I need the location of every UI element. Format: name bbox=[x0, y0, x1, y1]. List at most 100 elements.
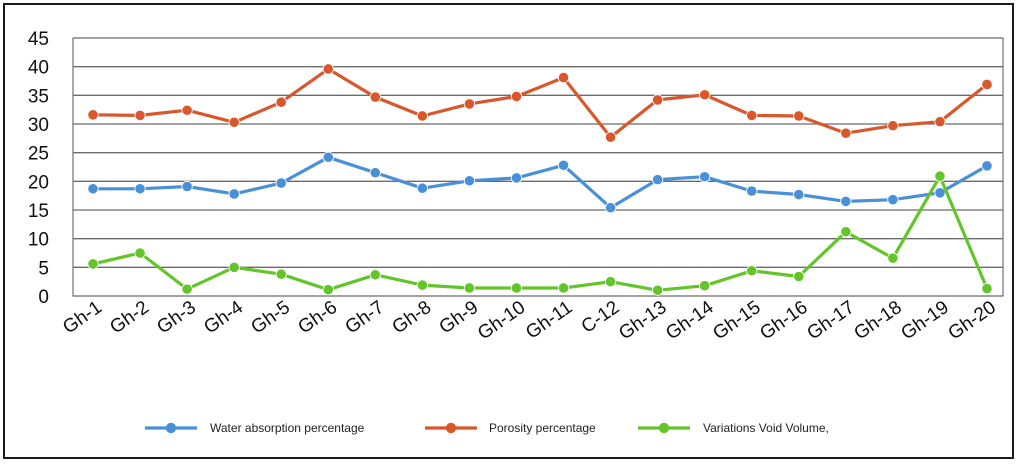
series-line bbox=[93, 155, 988, 210]
legend-swatch-marker bbox=[165, 422, 177, 434]
data-point bbox=[699, 89, 711, 101]
x-tick-label: Gh-18 bbox=[850, 297, 905, 344]
x-tick-label: Gh-19 bbox=[898, 297, 953, 344]
x-tick-label: Gh-15 bbox=[709, 297, 764, 344]
data-point bbox=[181, 180, 193, 193]
data-point bbox=[416, 182, 428, 194]
gridlines bbox=[73, 37, 1003, 297]
legend-label: Water absorption percentage bbox=[210, 421, 365, 435]
data-point bbox=[369, 91, 381, 103]
legend-swatch-marker bbox=[445, 422, 457, 434]
data-point bbox=[887, 252, 899, 264]
x-tick-label: Gh-8 bbox=[389, 297, 436, 338]
plot-border bbox=[72, 37, 1004, 297]
data-point bbox=[510, 172, 523, 184]
data-point bbox=[275, 177, 287, 189]
legend-item: Variations Void Volume, bbox=[638, 421, 829, 435]
x-tick-label: Gh-10 bbox=[474, 297, 529, 344]
data-point bbox=[699, 280, 711, 292]
series-3 bbox=[87, 170, 993, 296]
series-1 bbox=[87, 151, 993, 214]
x-tick-label: Gh-16 bbox=[756, 297, 811, 344]
data-point bbox=[87, 183, 99, 195]
x-tick-label: Gh-9 bbox=[436, 297, 483, 338]
y-tick-label: 0 bbox=[38, 287, 49, 308]
data-point bbox=[87, 258, 99, 270]
y-tick-label: 40 bbox=[28, 58, 49, 79]
series-line bbox=[92, 67, 988, 139]
series-lines bbox=[87, 63, 993, 296]
data-point bbox=[604, 276, 617, 288]
legend-swatch-marker bbox=[658, 422, 670, 434]
legend-label: Variations Void Volume, bbox=[703, 421, 829, 435]
x-tick-label: Gh-3 bbox=[153, 297, 200, 338]
data-point bbox=[981, 160, 993, 172]
x-tick-label: Gh-6 bbox=[294, 297, 341, 338]
x-tick-label: Gh-13 bbox=[615, 297, 670, 344]
data-point bbox=[275, 268, 287, 280]
y-tick-label: 20 bbox=[28, 172, 49, 193]
data-point bbox=[228, 261, 240, 273]
data-point bbox=[652, 94, 664, 106]
data-point bbox=[840, 195, 852, 207]
legend: Water absorption percentage Porosity perc… bbox=[145, 421, 829, 435]
data-point bbox=[510, 282, 523, 294]
data-point bbox=[981, 78, 993, 91]
data-point bbox=[322, 63, 334, 75]
y-axis-tick-labels: 0 5 10 15 20 25 30 35 40 45 bbox=[28, 29, 49, 308]
y-tick-label: 45 bbox=[28, 29, 49, 50]
y-tick-label: 15 bbox=[28, 201, 49, 222]
data-point bbox=[275, 96, 287, 108]
data-point bbox=[887, 194, 899, 206]
x-tick-label: Gh-2 bbox=[106, 297, 153, 338]
data-point bbox=[369, 167, 381, 179]
data-point bbox=[416, 110, 428, 122]
data-point bbox=[652, 174, 664, 186]
legend-item: Porosity percentage bbox=[425, 421, 596, 435]
data-point bbox=[934, 187, 946, 199]
data-point bbox=[746, 109, 758, 122]
data-point bbox=[463, 282, 476, 294]
x-axis-tick-labels: Gh-1 Gh-2 Gh-3 Gh-4 Gh-5 Gh-6 Gh-7 Gh-8 Gh-9Gh-1… bbox=[59, 297, 1000, 345]
data-point bbox=[134, 183, 146, 195]
data-point bbox=[557, 282, 570, 294]
data-point bbox=[557, 71, 570, 84]
data-point bbox=[369, 269, 381, 281]
data-point bbox=[510, 90, 523, 103]
data-point bbox=[134, 109, 146, 122]
legend-item: Water absorption percentage bbox=[145, 421, 365, 435]
data-point bbox=[934, 170, 946, 182]
x-tick-label: Gh-5 bbox=[247, 297, 294, 338]
data-point bbox=[322, 151, 334, 163]
data-point bbox=[463, 175, 476, 187]
x-tick-label: Gh-14 bbox=[662, 297, 718, 345]
data-point bbox=[557, 159, 570, 171]
data-point bbox=[981, 282, 993, 295]
data-point bbox=[322, 284, 334, 296]
series-2 bbox=[87, 63, 993, 143]
data-point bbox=[228, 116, 240, 128]
x-tick-label: Gh-4 bbox=[200, 297, 247, 339]
data-point bbox=[746, 265, 758, 277]
data-point bbox=[746, 185, 758, 197]
x-tick-label: C-12 bbox=[578, 297, 624, 338]
x-tick-label: Gh-1 bbox=[59, 297, 106, 338]
data-point bbox=[793, 188, 805, 201]
x-tick-label: Gh-20 bbox=[945, 297, 1000, 344]
data-point bbox=[228, 188, 240, 200]
series-line bbox=[92, 174, 989, 292]
data-point bbox=[934, 116, 946, 128]
x-tick-label: Gh-17 bbox=[803, 297, 858, 344]
data-point bbox=[87, 109, 99, 121]
plot-area bbox=[72, 37, 1004, 297]
data-point bbox=[604, 202, 617, 214]
y-tick-label: 5 bbox=[38, 258, 49, 279]
y-tick-label: 25 bbox=[28, 144, 49, 165]
data-point bbox=[887, 120, 899, 132]
data-point bbox=[793, 270, 805, 283]
data-point bbox=[604, 131, 617, 143]
y-tick-label: 30 bbox=[28, 115, 49, 136]
y-tick-label: 10 bbox=[28, 230, 49, 251]
data-point bbox=[181, 283, 193, 295]
